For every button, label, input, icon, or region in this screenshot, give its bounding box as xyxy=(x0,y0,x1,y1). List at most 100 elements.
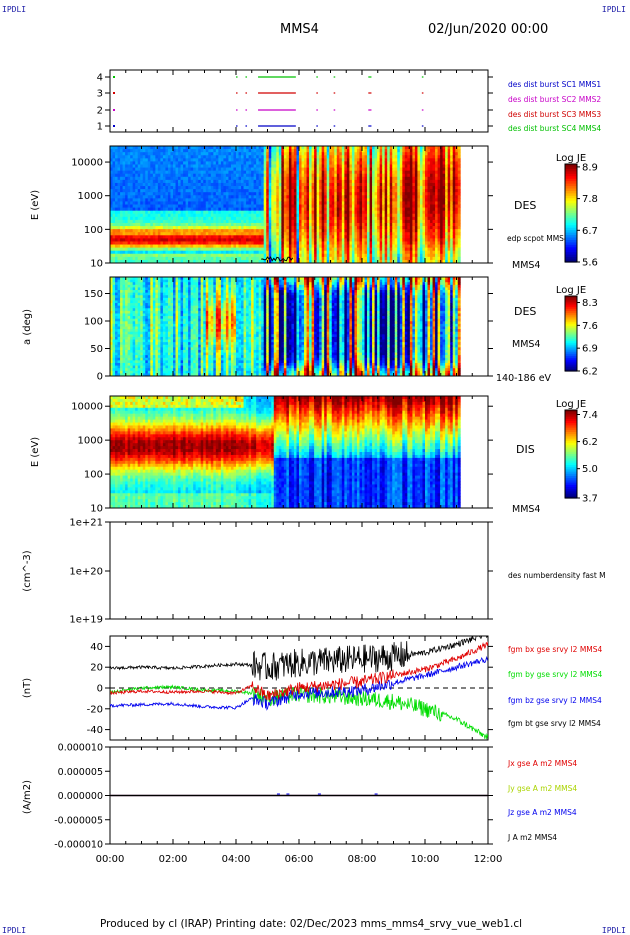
des-energy-cell xyxy=(133,189,136,192)
des-energy-cell xyxy=(138,220,141,223)
des-energy-cell xyxy=(223,161,226,164)
des-energy-cell xyxy=(397,208,400,211)
availability-dot xyxy=(113,109,115,111)
des-energy-cell xyxy=(354,149,357,152)
des-energy-cell xyxy=(264,211,267,214)
des-energy-cell xyxy=(221,168,224,171)
des-energy-cell xyxy=(130,195,133,198)
des-energy-cell xyxy=(120,177,123,180)
des-energy-cell xyxy=(176,217,179,220)
des-energy-cell xyxy=(150,257,153,260)
des-energy-cell xyxy=(191,189,194,192)
des-energy-cell xyxy=(433,192,436,195)
des-energy-cell xyxy=(359,155,362,158)
des-energy-cell xyxy=(352,235,355,238)
des-energy-cell xyxy=(322,217,325,220)
des-energy-cell xyxy=(181,211,184,214)
des-energy-cell xyxy=(168,208,171,211)
des-energy-cell xyxy=(148,223,151,226)
des-energy-cell xyxy=(249,146,252,149)
des-energy-cell xyxy=(133,214,136,217)
des-energy-cell xyxy=(327,183,330,186)
des-energy-cell xyxy=(165,164,168,167)
des-energy-cell xyxy=(155,238,158,241)
des-energy-cell xyxy=(201,158,204,161)
des-energy-cell xyxy=(251,241,254,244)
des-energy-cell xyxy=(400,248,403,251)
des-energy-cell xyxy=(231,214,234,217)
des-energy-cell xyxy=(206,171,209,174)
des-energy-cell xyxy=(196,183,199,186)
des-energy-cell xyxy=(289,245,292,248)
des-energy-cell xyxy=(221,161,224,164)
des-energy-cell xyxy=(289,164,292,167)
des-energy-cell xyxy=(359,232,362,235)
des-energy-cell xyxy=(405,257,408,260)
des-energy-cell xyxy=(433,155,436,158)
des-energy-cell xyxy=(135,232,138,235)
des-energy-cell xyxy=(239,186,242,189)
des-energy-cell xyxy=(309,248,312,251)
des-energy-cell xyxy=(289,186,292,189)
des-energy-cell xyxy=(319,226,322,229)
des-energy-cell xyxy=(170,183,173,186)
des-energy-cell xyxy=(410,245,413,248)
des-energy-cell xyxy=(181,201,184,204)
des-energy-cell xyxy=(342,168,345,171)
des-energy-cell xyxy=(380,177,383,180)
des-energy-cell xyxy=(367,195,370,198)
des-energy-cell xyxy=(133,149,136,152)
des-energy-cell xyxy=(176,205,179,208)
des-energy-cell xyxy=(377,180,380,183)
des-energy-cell xyxy=(324,238,327,241)
des-energy-cell xyxy=(402,251,405,254)
des-energy-cell xyxy=(312,149,315,152)
des-energy-cell xyxy=(186,149,189,152)
des-energy-cell xyxy=(135,171,138,174)
des-energy-cell xyxy=(140,217,143,220)
des-energy-cell xyxy=(402,158,405,161)
des-energy-cell xyxy=(163,177,166,180)
des-energy-cell xyxy=(191,192,194,195)
des-energy-cell xyxy=(422,245,425,248)
des-energy-cell xyxy=(329,208,332,211)
des-energy-cell xyxy=(231,171,234,174)
des-energy-cell xyxy=(312,248,315,251)
des-energy-cell xyxy=(375,198,378,201)
des-energy-cell xyxy=(339,149,342,152)
des-energy-cell xyxy=(178,168,181,171)
des-energy-cell xyxy=(165,241,168,244)
des-energy-cell xyxy=(420,171,423,174)
des-energy-cell xyxy=(213,171,216,174)
des-energy-cell xyxy=(150,198,153,201)
des-energy-cell xyxy=(120,201,123,204)
des-energy-cell xyxy=(140,205,143,208)
des-energy-cell xyxy=(357,214,360,217)
des-energy-cell xyxy=(208,232,211,235)
des-energy-cell xyxy=(261,241,264,244)
des-energy-cell xyxy=(176,229,179,232)
des-energy-cell xyxy=(281,155,284,158)
des-energy-cell xyxy=(385,183,388,186)
des-energy-cell xyxy=(133,152,136,155)
des-energy-cell xyxy=(208,192,211,195)
des-energy-cell xyxy=(120,149,123,152)
des-energy-cell xyxy=(385,226,388,229)
des-energy-cell xyxy=(128,211,131,214)
des-energy-cell xyxy=(118,220,121,223)
des-energy-cell xyxy=(118,168,121,171)
des-energy-cell xyxy=(344,171,347,174)
des-energy-cell xyxy=(178,149,181,152)
des-energy-cell xyxy=(324,201,327,204)
des-energy-cell xyxy=(291,201,294,204)
des-energy-cell xyxy=(390,257,393,260)
des-energy-cell xyxy=(372,161,375,164)
des-energy-cell xyxy=(291,241,294,244)
des-energy-cell xyxy=(276,186,279,189)
des-energy-cell xyxy=(165,189,168,192)
des-energy-cell xyxy=(294,251,297,254)
des-energy-cell xyxy=(264,152,267,155)
des-energy-cell xyxy=(438,146,441,149)
des-energy-cell xyxy=(251,174,254,177)
des-energy-cell xyxy=(430,241,433,244)
